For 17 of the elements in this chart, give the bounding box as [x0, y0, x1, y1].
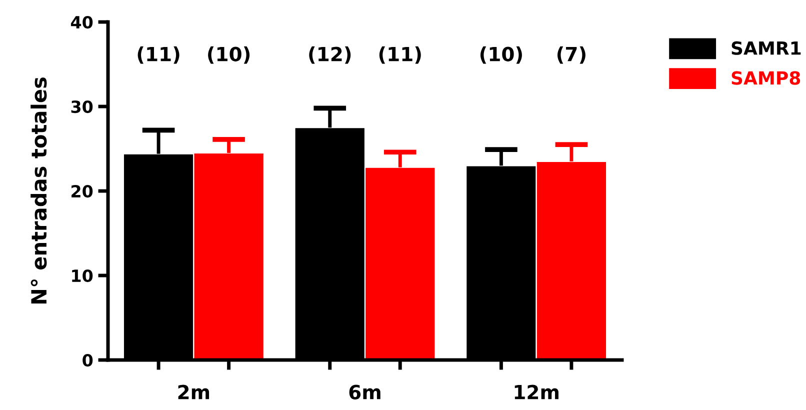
y-tick-label: 40 — [70, 16, 93, 29]
annotation: (11) — [138, 46, 180, 64]
y-tick-label: 10 — [72, 269, 93, 282]
annotation: (10) — [208, 46, 250, 64]
x-tick-label: 12m — [514, 384, 558, 400]
annotation: (11) — [379, 46, 421, 64]
x-tick-label: 2m — [178, 384, 210, 400]
annotation: (12) — [309, 46, 351, 64]
x-tick-label: 6m — [349, 384, 380, 400]
legend-label: SAMP8 — [732, 71, 800, 85]
y-tick-label: 30 — [71, 100, 93, 114]
y-axis-title: N° entradas totales — [30, 78, 47, 304]
y-tick-label: 20 — [72, 184, 93, 198]
legend-label: SAMR1 — [732, 41, 801, 55]
annotation: (7) — [557, 46, 586, 64]
y-tick-label: 0 — [82, 354, 93, 367]
annotation: (10) — [480, 46, 522, 64]
